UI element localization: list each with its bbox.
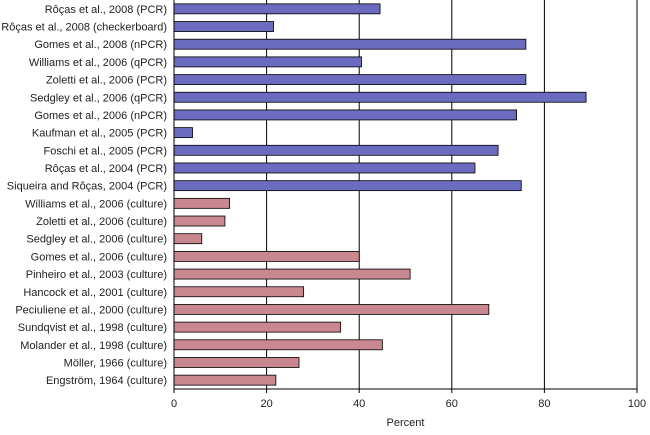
bar	[173, 374, 277, 386]
bar	[173, 109, 518, 121]
bar	[173, 233, 203, 245]
bar	[173, 304, 490, 315]
category-label: Engström, 1964 (culture)	[46, 375, 167, 387]
bar	[173, 38, 527, 50]
category-label: Foschi et al., 2005 (PCR)	[44, 145, 168, 157]
category-label: Peciuliene et al., 2000 (culture)	[15, 304, 167, 316]
x-tick-label: 80	[538, 398, 550, 410]
tick-labels: 0 20 40 60 80 100	[171, 398, 646, 410]
bar	[173, 3, 381, 15]
category-label: Williams et al., 2006 (qPCR)	[29, 57, 167, 69]
bar	[173, 321, 342, 333]
x-tick-label: 100	[628, 398, 646, 410]
category-label: Molander et al., 1998 (culture)	[20, 340, 167, 352]
category-label: Hancock et al., 2001 (culture)	[23, 287, 167, 299]
bar	[173, 215, 226, 227]
category-label: Sundqvist et al., 1998 (culture)	[18, 322, 167, 334]
category-label: Gomes et al., 2006 (culture)	[31, 251, 167, 263]
category-label: Zoletti et al., 2006 (culture)	[36, 216, 167, 228]
bar	[173, 357, 300, 368]
bar	[173, 250, 360, 262]
bar	[173, 339, 383, 351]
x-tick-label: 0	[171, 398, 177, 410]
category-label: Rôças et al., 2008 (checkerboard)	[1, 22, 167, 34]
category-label: Zoletti et al., 2006 (PCR)	[46, 75, 167, 87]
bar	[173, 127, 193, 139]
category-label: Gomes et al., 2008 (nPCR)	[34, 39, 167, 51]
bars	[173, 3, 587, 386]
bar	[173, 56, 362, 68]
category-label: Möller, 1966 (culture)	[64, 357, 167, 369]
bar	[173, 21, 274, 32]
x-tick-label: 20	[260, 398, 272, 410]
category-label: Williams et al., 2006 (culture)	[25, 198, 167, 210]
x-tick-label: 40	[353, 398, 365, 410]
bar	[173, 197, 230, 209]
x-axis-title: Percent	[387, 417, 425, 429]
x-tick-label: 60	[446, 398, 458, 410]
category-label: Sedgley et al., 2006 (culture)	[26, 234, 167, 246]
category-label: Rôças et al., 2008 (PCR)	[45, 4, 167, 16]
category-label: Kaufman et al., 2005 (PCR)	[32, 128, 167, 140]
bar	[173, 91, 587, 103]
category-label: Rôças et al., 2004 (PCR)	[45, 163, 167, 175]
bar	[173, 144, 499, 156]
category-label: Gomes et al., 2006 (nPCR)	[34, 110, 167, 122]
category-labels: Rôças et al., 2008 (PCR) Rôças et al., 20…	[1, 4, 167, 387]
bar	[173, 286, 305, 298]
axes	[173, 0, 638, 393]
category-label: Pinheiro et al., 2003 (culture)	[26, 269, 167, 281]
category-label: Sedgley et al., 2006 (qPCR)	[30, 92, 167, 104]
bar	[173, 162, 476, 174]
bar	[173, 74, 527, 85]
category-label: Siqueira and Rôças, 2004 (PCR)	[7, 181, 167, 193]
bar	[173, 180, 522, 192]
bar	[173, 268, 411, 280]
